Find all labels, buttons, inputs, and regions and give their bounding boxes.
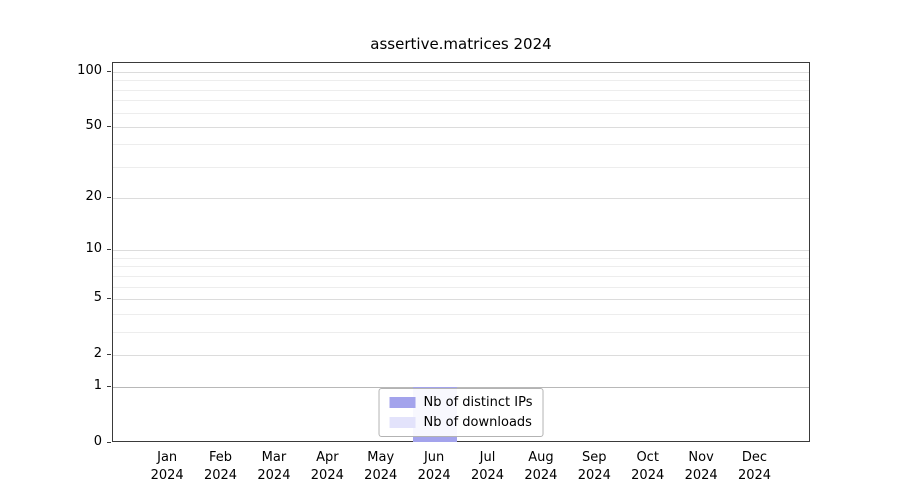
x-tick-label: Jun 2024 xyxy=(417,450,451,483)
x-tick-label: Jul 2024 xyxy=(470,450,505,483)
x-tick-label: Sep 2024 xyxy=(577,450,611,483)
x-tick-label: Oct 2024 xyxy=(631,450,665,483)
x-tick-label: Feb 2024 xyxy=(203,450,238,483)
minor-gridline xyxy=(113,144,809,146)
y-tick-label: 1 xyxy=(93,378,102,394)
x-tick-label: Aug 2024 xyxy=(524,450,558,483)
minor-gridline xyxy=(113,257,809,259)
minor-gridline xyxy=(113,80,809,82)
y-tick-label: 2 xyxy=(93,345,102,361)
y-tick-label: 50 xyxy=(85,117,102,133)
legend-swatch xyxy=(389,417,416,428)
minor-gridline xyxy=(113,100,809,102)
legend-label: Nb of distinct IPs xyxy=(423,395,533,410)
minor-gridline xyxy=(113,166,809,168)
minor-gridline xyxy=(113,331,809,333)
y-tick-label: 0 xyxy=(93,434,102,449)
minor-gridline xyxy=(113,313,809,315)
y-tick-mark xyxy=(107,297,111,299)
y-tick-label: 5 xyxy=(93,289,102,305)
y-tick-mark xyxy=(107,125,111,127)
major-gridline xyxy=(113,126,809,128)
minor-gridline xyxy=(113,112,809,114)
plot-area xyxy=(112,62,810,442)
y-tick-mark xyxy=(107,71,111,72)
y-tick-mark xyxy=(107,353,111,355)
minor-gridline xyxy=(113,286,809,288)
major-gridline xyxy=(113,198,809,200)
legend-label: Nb of downloads xyxy=(423,415,532,430)
x-tick-label: May 2024 xyxy=(364,450,398,483)
y-tick-mark xyxy=(107,249,111,251)
minor-gridline xyxy=(113,89,809,91)
minor-gridline xyxy=(113,275,809,277)
major-gridline xyxy=(113,354,809,356)
major-gridline xyxy=(113,387,809,389)
x-tick-label: Apr 2024 xyxy=(310,450,344,483)
y-tick-mark xyxy=(107,386,111,388)
chart-title: assertive.matrices 2024 xyxy=(370,35,552,53)
major-gridline xyxy=(113,298,809,300)
x-tick-label: Nov 2024 xyxy=(684,450,718,483)
major-gridline xyxy=(113,72,809,73)
y-tick-label: 100 xyxy=(77,63,102,78)
legend-swatch xyxy=(389,397,416,408)
y-tick-label: 10 xyxy=(85,241,102,257)
x-tick-label: Jan 2024 xyxy=(150,450,184,483)
minor-gridline xyxy=(113,266,809,268)
y-tick-mark xyxy=(107,442,111,443)
major-gridline xyxy=(113,250,809,252)
legend-item: Nb of distinct IPs xyxy=(389,395,533,410)
x-tick-label: Mar 2024 xyxy=(257,450,291,483)
legend: Nb of distinct IPs Nb of downloads xyxy=(378,388,544,437)
legend-item: Nb of downloads xyxy=(389,415,533,430)
y-tick-mark xyxy=(107,197,111,199)
y-tick-label: 20 xyxy=(85,189,102,205)
x-tick-label: Dec 2024 xyxy=(737,450,772,483)
